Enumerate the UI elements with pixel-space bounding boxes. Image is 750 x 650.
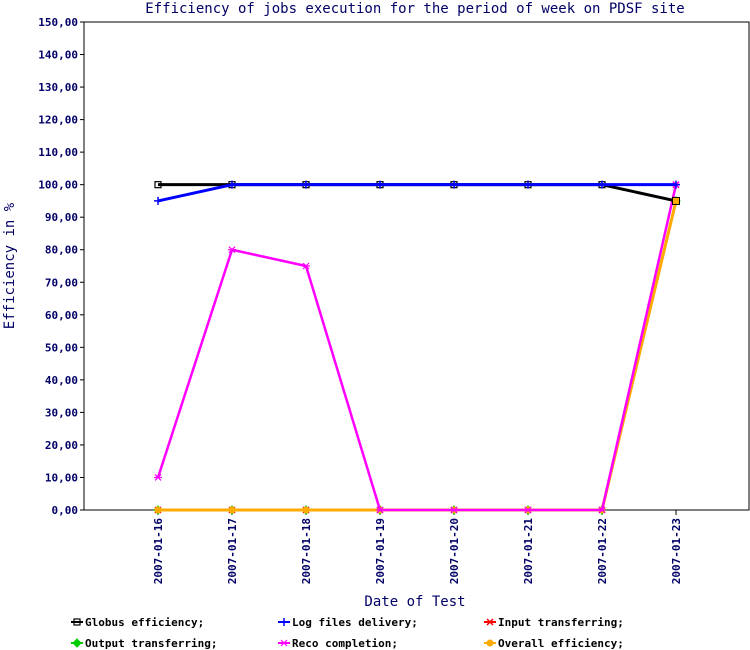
legend-marker bbox=[280, 618, 288, 626]
legend-item: Globus efficiency; bbox=[71, 616, 204, 629]
legend-marker bbox=[486, 639, 494, 647]
y-tick-label: 10,00 bbox=[45, 471, 78, 484]
legend-item: Overall efficiency; bbox=[484, 637, 624, 650]
data-point bbox=[154, 181, 162, 189]
y-tick-label: 120,00 bbox=[38, 114, 78, 127]
plot-area bbox=[83, 21, 750, 511]
data-point bbox=[524, 506, 532, 514]
y-tick-label: 30,00 bbox=[45, 406, 78, 419]
series-overall-end bbox=[672, 196, 680, 205]
y-tick-label: 130,00 bbox=[38, 81, 78, 94]
data-point bbox=[228, 506, 236, 514]
legend-marker bbox=[73, 618, 81, 626]
y-tick-label: 80,00 bbox=[45, 244, 78, 257]
data-point bbox=[672, 196, 680, 205]
data-point bbox=[228, 246, 236, 254]
data-point bbox=[154, 474, 162, 481]
legend-item: Output transferring; bbox=[71, 637, 217, 650]
y-tick-label: 0,00 bbox=[52, 504, 79, 517]
data-point bbox=[598, 506, 606, 514]
x-tick-label: 2007-01-19 bbox=[374, 518, 387, 584]
legend-marker bbox=[280, 639, 288, 647]
y-tick-label: 150,00 bbox=[38, 16, 78, 29]
x-tick-label: 2007-01-20 bbox=[448, 518, 461, 584]
y-axis: 0,00 10,00 20,00 30,00 40,00 50,00 60,00 70,00 8… bbox=[38, 16, 84, 517]
x-tick-label: 2007-01-18 bbox=[300, 518, 313, 584]
x-axis: 2007-01-16 2007-01-17 2007-01-18 2007-01-19… bbox=[152, 510, 683, 584]
data-point bbox=[154, 506, 162, 514]
legend-label: Input transferring; bbox=[498, 616, 624, 629]
data-point bbox=[524, 180, 532, 189]
legend-marker bbox=[486, 618, 494, 626]
x-tick-label: 2007-01-16 bbox=[152, 518, 165, 585]
legend-label: Overall efficiency; bbox=[498, 637, 624, 650]
legend-item: Input transferring; bbox=[484, 616, 624, 629]
legend-marker bbox=[72, 638, 82, 648]
y-tick-label: 70,00 bbox=[45, 276, 78, 289]
legend-item: Reco completion; bbox=[278, 637, 398, 650]
data-point bbox=[672, 180, 680, 189]
legend: Globus efficiency; Log files delivery; Inp… bbox=[71, 616, 624, 650]
data-point bbox=[450, 180, 458, 189]
y-tick-label: 110,00 bbox=[38, 146, 78, 159]
series-line bbox=[156, 184, 678, 512]
y-tick-label: 60,00 bbox=[45, 309, 78, 322]
legend-label: Reco completion; bbox=[292, 637, 398, 650]
x-tick-label: 2007-01-21 bbox=[522, 518, 535, 585]
y-tick-label: 100,00 bbox=[38, 179, 78, 192]
series-line bbox=[157, 183, 676, 203]
y-axis-label: Efficiency in % bbox=[2, 202, 18, 329]
legend-label: Log files delivery; bbox=[292, 616, 418, 629]
x-tick-label: 2007-01-22 bbox=[596, 518, 609, 584]
chart-title: Efficiency of jobs execution for the per… bbox=[145, 1, 684, 17]
data-point bbox=[376, 180, 384, 189]
legend-label: Output transferring; bbox=[85, 637, 217, 650]
data-point bbox=[598, 180, 606, 189]
data-point bbox=[154, 196, 162, 205]
y-tick-label: 140,00 bbox=[38, 49, 78, 62]
x-axis-label: Date of Test bbox=[364, 594, 465, 610]
y-tick-label: 90,00 bbox=[45, 211, 78, 224]
x-tick-label: 2007-01-23 bbox=[670, 518, 683, 584]
data-point bbox=[376, 506, 384, 514]
series-layer bbox=[153, 180, 681, 515]
legend-item: Log files delivery; bbox=[278, 616, 418, 629]
y-tick-label: 20,00 bbox=[45, 439, 78, 452]
data-point bbox=[302, 180, 310, 189]
data-point bbox=[302, 262, 310, 270]
legend-label: Globus efficiency; bbox=[85, 616, 204, 629]
data-point bbox=[450, 506, 458, 514]
data-point bbox=[228, 180, 236, 189]
data-point bbox=[302, 506, 310, 514]
y-tick-label: 50,00 bbox=[45, 341, 78, 354]
series-1 bbox=[154, 180, 680, 205]
x-tick-label: 2007-01-17 bbox=[226, 518, 239, 584]
y-tick-label: 40,00 bbox=[45, 374, 78, 387]
